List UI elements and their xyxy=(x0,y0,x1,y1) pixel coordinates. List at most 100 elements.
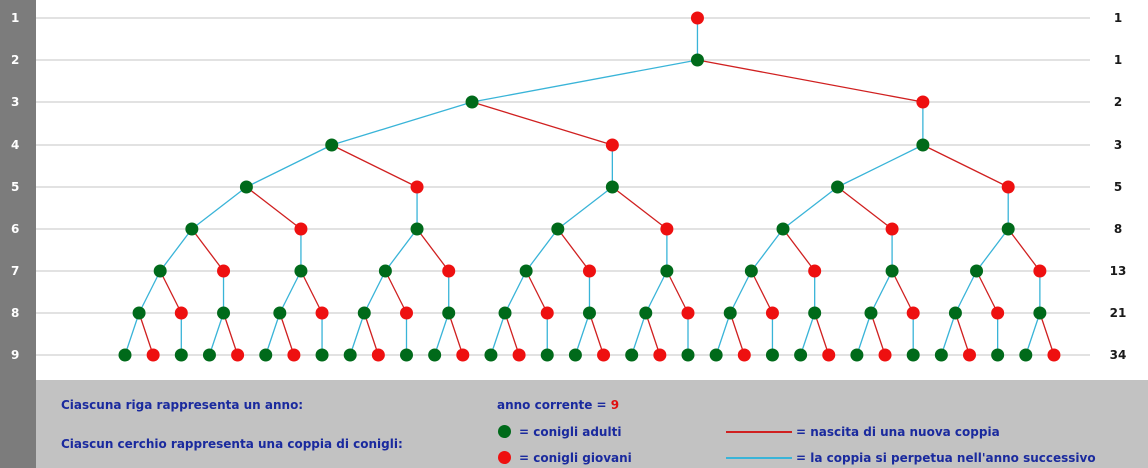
year-label: 1 xyxy=(11,11,20,25)
continue-edge xyxy=(363,270,386,314)
adult-pair-node xyxy=(465,95,479,109)
continue-edge xyxy=(557,186,613,230)
adult-pair-node xyxy=(259,348,273,362)
adult-pair-node xyxy=(690,53,704,67)
year-label: 5 xyxy=(11,180,20,194)
young-label: = conigli giovani xyxy=(519,451,632,465)
adult-pair-node xyxy=(357,306,371,320)
legend-panel: Ciascuna riga rappresenta un anno: Ciasc… xyxy=(36,380,1148,468)
young-pair-node xyxy=(410,180,424,194)
adult-pair-node xyxy=(776,222,790,236)
adult-pair-node xyxy=(1001,222,1015,236)
adult-pair-node xyxy=(934,348,948,362)
adult-pair-node xyxy=(660,264,674,278)
continue-edge xyxy=(331,101,473,146)
adult-pair-node xyxy=(1019,348,1033,362)
birth-edge xyxy=(246,186,302,230)
adult-pair-node xyxy=(744,264,758,278)
young-pair-node xyxy=(916,95,930,109)
birth-edge xyxy=(138,312,154,356)
adult-pair-node xyxy=(378,264,392,278)
continue-edge xyxy=(434,312,450,356)
birth-edge xyxy=(922,144,1009,188)
adult-pair-node xyxy=(325,138,339,152)
young-pair-node xyxy=(885,222,899,236)
adult-pair-node xyxy=(239,180,253,194)
pair-count-label: 8 xyxy=(1113,222,1123,236)
adult-pair-node xyxy=(906,348,920,362)
tree-nodes xyxy=(118,11,1061,362)
adult-pair-node xyxy=(568,348,582,362)
year-label: 8 xyxy=(11,306,20,320)
continue-edge xyxy=(349,312,365,356)
birth-edge xyxy=(525,270,548,314)
adult-pair-node xyxy=(540,348,554,362)
young-pair-node xyxy=(315,306,329,320)
adult-pair-node xyxy=(442,306,456,320)
adult-pair-node xyxy=(808,306,822,320)
row-grid xyxy=(36,17,1090,356)
pair-count-label: 3 xyxy=(1113,138,1123,152)
adult-pair-node xyxy=(885,264,899,278)
year-label: 3 xyxy=(11,95,20,109)
birth-edge xyxy=(1039,312,1055,356)
young-pair-node xyxy=(582,264,596,278)
birth-edge xyxy=(891,270,914,314)
birth-edge xyxy=(279,312,295,356)
birth-edge xyxy=(1007,228,1041,272)
adult-pair-node xyxy=(498,306,512,320)
year-sidebar xyxy=(0,0,36,468)
pair-count-label: 13 xyxy=(1109,264,1127,278)
continue-edge xyxy=(954,270,978,314)
birth-edge xyxy=(814,312,830,356)
continue-edge xyxy=(138,270,161,314)
young-pair-node xyxy=(690,11,704,25)
adult-pair-node xyxy=(605,180,619,194)
continue-edge xyxy=(265,312,281,356)
birth-edge xyxy=(975,270,999,314)
pair-count-label: 5 xyxy=(1113,180,1123,194)
continue-edge xyxy=(631,312,647,356)
continue-edge xyxy=(645,270,668,314)
adult-pair-node xyxy=(639,306,653,320)
continue-edge xyxy=(525,228,559,272)
continue-edge xyxy=(976,228,1009,272)
adult-pair-node xyxy=(916,138,930,152)
adult-pair-node xyxy=(551,222,565,236)
birth-label: = nascita di una nuova coppia xyxy=(796,425,1000,439)
birth-edge xyxy=(504,312,520,356)
adult-pair-node xyxy=(428,348,442,362)
birth-edge xyxy=(222,312,239,356)
birth-line-icon xyxy=(726,431,792,433)
continue-edge xyxy=(471,59,698,103)
birth-edge xyxy=(611,186,668,230)
continue-edge xyxy=(837,144,924,188)
adult-pair-node xyxy=(1033,306,1047,320)
adult-pair-node xyxy=(681,348,695,362)
adult-pair-node xyxy=(970,264,984,278)
young-pair-node xyxy=(512,348,526,362)
continue-edge xyxy=(124,312,140,356)
continue-edge xyxy=(208,312,225,356)
birth-edge xyxy=(729,312,745,356)
adult-pair-node xyxy=(153,264,167,278)
adult-pair-node xyxy=(991,348,1005,362)
young-pair-node xyxy=(991,306,1005,320)
continue-edge xyxy=(504,270,527,314)
birth-edge xyxy=(363,312,379,356)
adult-pair-node xyxy=(484,348,498,362)
birth-edge xyxy=(837,186,893,230)
adult-pair-node xyxy=(185,222,199,236)
birth-edge xyxy=(588,312,605,356)
young-pair-node xyxy=(217,264,231,278)
young-pair-node xyxy=(1001,180,1015,194)
young-pair-node xyxy=(1033,264,1047,278)
pair-count-label: 21 xyxy=(1109,306,1127,320)
current-year-label: anno corrente = 9 xyxy=(497,398,619,412)
adult-pair-node xyxy=(315,348,329,362)
adult-pair-node xyxy=(709,348,723,362)
young-pair-node xyxy=(737,348,751,362)
adult-pair-node xyxy=(217,306,231,320)
birth-edge xyxy=(159,270,182,314)
young-pair-node xyxy=(371,348,385,362)
